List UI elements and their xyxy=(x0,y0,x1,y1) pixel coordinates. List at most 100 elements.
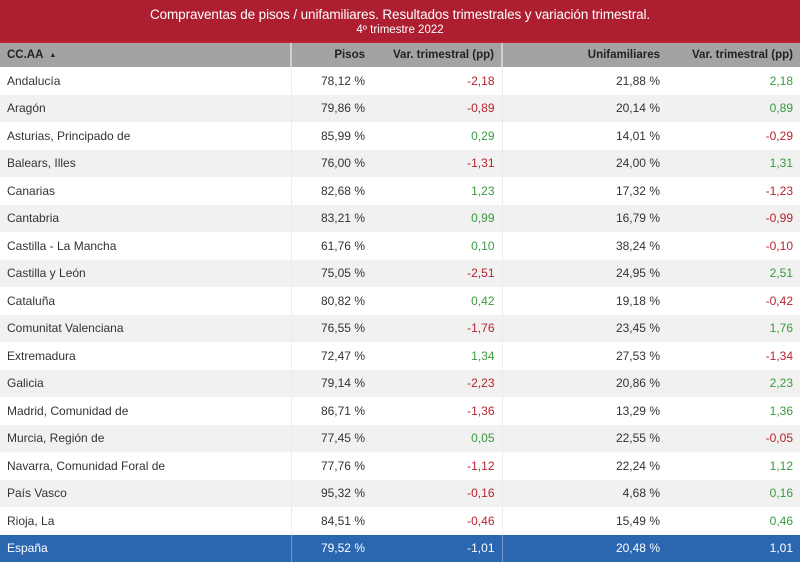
cell-var-unifamiliares: 1,01 xyxy=(667,534,800,562)
cell-pisos: 77,45 % xyxy=(290,424,372,452)
cell-unifamiliares: 14,01 % xyxy=(501,122,667,150)
cell-var-pisos: 0,10 xyxy=(372,232,502,260)
cell-pisos: 80,82 % xyxy=(290,287,372,315)
cell-pisos: 79,14 % xyxy=(290,369,372,397)
cell-var-unifamiliares: 2,18 xyxy=(667,67,800,95)
column-header-pisos[interactable]: Pisos xyxy=(290,43,372,67)
cell-pisos: 86,71 % xyxy=(290,397,372,425)
cell-var-pisos: 0,42 xyxy=(372,287,502,315)
cell-region: País Vasco xyxy=(0,479,291,507)
column-header-label: CC.AA xyxy=(7,49,44,61)
cell-var-pisos: -0,89 xyxy=(372,94,502,122)
cell-unifamiliares: 27,53 % xyxy=(501,342,667,370)
cell-unifamiliares: 22,24 % xyxy=(501,452,667,480)
cell-unifamiliares: 21,88 % xyxy=(501,67,667,95)
cell-var-unifamiliares: 1,12 xyxy=(667,452,800,480)
cell-var-unifamiliares: 2,51 xyxy=(667,259,800,287)
table-row[interactable]: Comunitat Valenciana 76,55 % -1,76 23,45 % 1… xyxy=(0,314,800,342)
cell-unifamiliares: 17,32 % xyxy=(501,177,667,205)
cell-region: Rioja, La xyxy=(0,507,291,535)
cell-pisos: 76,00 % xyxy=(290,149,372,177)
cell-region: Asturias, Principado de xyxy=(0,122,291,150)
table-row[interactable]: País Vasco 95,32 % -0,16 4,68 % 0,16 xyxy=(0,479,800,507)
column-header-var-unifamiliares[interactable]: Var. trimestral (pp) xyxy=(667,43,800,67)
cell-var-unifamiliares: -0,99 xyxy=(667,204,800,232)
cell-var-unifamiliares: -0,10 xyxy=(667,232,800,260)
cell-pisos: 95,32 % xyxy=(290,479,372,507)
table-row[interactable]: Murcia, Región de 77,45 % 0,05 22,55 % -0,05 xyxy=(0,424,800,452)
data-table: CC.AA ▲ Pisos Var. trimestral (pp) Unifam… xyxy=(0,43,800,562)
cell-var-pisos: -2,51 xyxy=(372,259,502,287)
table-row[interactable]: Castilla y León 75,05 % -2,51 24,95 % 2,51 xyxy=(0,259,800,287)
cell-unifamiliares: 22,55 % xyxy=(501,424,667,452)
cell-pisos: 84,51 % xyxy=(290,507,372,535)
sort-ascending-icon[interactable]: ▲ xyxy=(49,52,57,59)
cell-var-pisos: -1,12 xyxy=(372,452,502,480)
cell-unifamiliares: 16,79 % xyxy=(501,204,667,232)
cell-unifamiliares: 13,29 % xyxy=(501,397,667,425)
cell-var-pisos: -2,23 xyxy=(372,369,502,397)
column-header-ccaa[interactable]: CC.AA ▲ xyxy=(0,43,291,67)
cell-var-unifamiliares: 0,89 xyxy=(667,94,800,122)
cell-unifamiliares: 20,48 % xyxy=(501,534,667,562)
cell-var-pisos: 0,05 xyxy=(372,424,502,452)
cell-region: Canarias xyxy=(0,177,291,205)
table-row[interactable]: Cantabria 83,21 % 0,99 16,79 % -0,99 xyxy=(0,204,800,232)
cell-var-pisos: -0,46 xyxy=(372,507,502,535)
cell-region: España xyxy=(0,534,291,562)
cell-pisos: 77,76 % xyxy=(290,452,372,480)
table-row[interactable]: Galicia 79,14 % -2,23 20,86 % 2,23 xyxy=(0,369,800,397)
table-header-row: CC.AA ▲ Pisos Var. trimestral (pp) Unifam… xyxy=(0,43,800,67)
cell-region: Cataluña xyxy=(0,287,291,315)
cell-var-pisos: -2,18 xyxy=(372,67,502,95)
cell-unifamiliares: 38,24 % xyxy=(501,232,667,260)
cell-region: Aragón xyxy=(0,94,291,122)
cell-var-pisos: 0,99 xyxy=(372,204,502,232)
cell-pisos: 72,47 % xyxy=(290,342,372,370)
table-row[interactable]: Cataluña 80,82 % 0,42 19,18 % -0,42 xyxy=(0,287,800,315)
cell-unifamiliares: 24,00 % xyxy=(501,149,667,177)
table-row[interactable]: Madrid, Comunidad de 86,71 % -1,36 13,29 % 1… xyxy=(0,397,800,425)
cell-pisos: 78,12 % xyxy=(290,67,372,95)
cell-var-pisos: 1,34 xyxy=(372,342,502,370)
cell-var-unifamiliares: 1,76 xyxy=(667,314,800,342)
cell-unifamiliares: 20,14 % xyxy=(501,94,667,122)
cell-region: Castilla y León xyxy=(0,259,291,287)
cell-unifamiliares: 19,18 % xyxy=(501,287,667,315)
table-row[interactable]: Navarra, Comunidad Foral de 77,76 % -1,12 2… xyxy=(0,452,800,480)
table-row[interactable]: Castilla - La Mancha 61,76 % 0,10 38,24 % -0… xyxy=(0,232,800,260)
cell-var-unifamiliares: 2,23 xyxy=(667,369,800,397)
cell-region: Madrid, Comunidad de xyxy=(0,397,291,425)
table-row[interactable]: Asturias, Principado de 85,99 % 0,29 14,01 … xyxy=(0,122,800,150)
table-row[interactable]: Aragón 79,86 % -0,89 20,14 % 0,89 xyxy=(0,94,800,122)
table-body: Andalucía 78,12 % -2,18 21,88 % 2,18 Aragón 79… xyxy=(0,67,800,562)
cell-pisos: 79,86 % xyxy=(290,94,372,122)
cell-var-unifamiliares: -1,23 xyxy=(667,177,800,205)
table-row[interactable]: Canarias 82,68 % 1,23 17,32 % -1,23 xyxy=(0,177,800,205)
cell-var-pisos: -0,16 xyxy=(372,479,502,507)
cell-var-unifamiliares: -0,42 xyxy=(667,287,800,315)
cell-region: Comunitat Valenciana xyxy=(0,314,291,342)
cell-pisos: 83,21 % xyxy=(290,204,372,232)
cell-unifamiliares: 24,95 % xyxy=(501,259,667,287)
column-header-var-pisos[interactable]: Var. trimestral (pp) xyxy=(372,43,502,67)
cell-region: Navarra, Comunidad Foral de xyxy=(0,452,291,480)
cell-var-unifamiliares: 0,16 xyxy=(667,479,800,507)
cell-region: Galicia xyxy=(0,369,291,397)
cell-var-pisos: -1,01 xyxy=(372,534,502,562)
cell-pisos: 75,05 % xyxy=(290,259,372,287)
cell-pisos: 79,52 % xyxy=(290,534,372,562)
cell-pisos: 82,68 % xyxy=(290,177,372,205)
column-header-unifamiliares[interactable]: Unifamiliares xyxy=(501,43,667,67)
table-row[interactable]: Balears, Illes 76,00 % -1,31 24,00 % 1,31 xyxy=(0,149,800,177)
cell-unifamiliares: 4,68 % xyxy=(501,479,667,507)
table-row[interactable]: Extremadura 72,47 % 1,34 27,53 % -1,34 xyxy=(0,342,800,370)
cell-var-unifamiliares: 0,46 xyxy=(667,507,800,535)
table-row[interactable]: Andalucía 78,12 % -2,18 21,88 % 2,18 xyxy=(0,67,800,95)
table-row[interactable]: Rioja, La 84,51 % -0,46 15,49 % 0,46 xyxy=(0,507,800,535)
cell-pisos: 76,55 % xyxy=(290,314,372,342)
cell-unifamiliares: 15,49 % xyxy=(501,507,667,535)
cell-region: Balears, Illes xyxy=(0,149,291,177)
cell-var-unifamiliares: 1,36 xyxy=(667,397,800,425)
